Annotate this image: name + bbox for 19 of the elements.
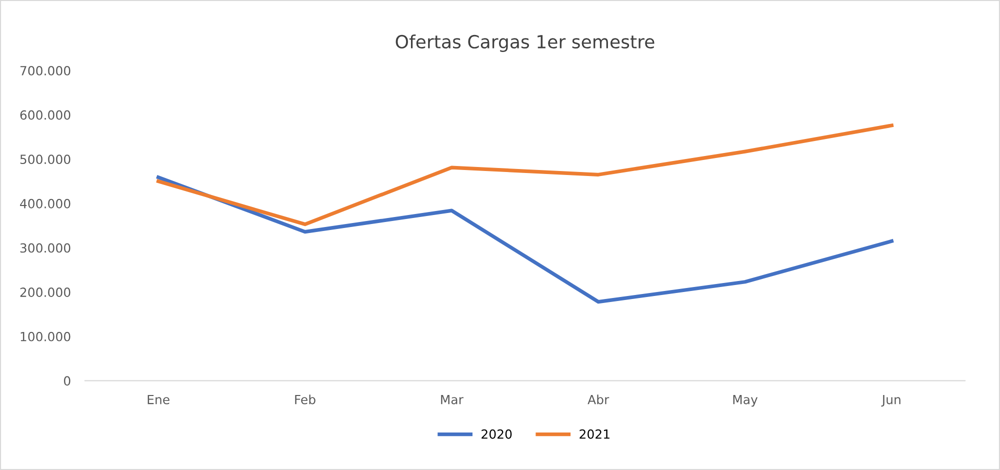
y-tick-label: 300.000 bbox=[20, 243, 70, 253]
x-tick-label: Jun bbox=[881, 394, 900, 407]
y-tick-label: 100.000 bbox=[20, 332, 70, 342]
line-series bbox=[156, 124, 894, 226]
y-tick-label: 400.000 bbox=[20, 198, 70, 208]
y-tick-label: 600.000 bbox=[20, 110, 70, 120]
chart-title: Ofertas Cargas 1er semestre bbox=[396, 34, 654, 52]
legend-label: 2020 bbox=[482, 429, 512, 439]
legend-label: 2021 bbox=[580, 429, 610, 439]
y-tick-label: 200.000 bbox=[20, 288, 70, 297]
x-tick-label: Abr bbox=[588, 394, 610, 404]
x-tick-label: Feb bbox=[295, 394, 316, 404]
y-tick-label: 500.000 bbox=[20, 154, 70, 164]
y-tick-label: 0 bbox=[64, 376, 70, 386]
line-series bbox=[156, 175, 894, 304]
x-tick-label: Ene bbox=[148, 394, 170, 404]
x-tick-label: May bbox=[733, 394, 758, 407]
x-tick-label: Mar bbox=[441, 394, 464, 404]
y-tick-label: 700.000 bbox=[20, 66, 70, 76]
